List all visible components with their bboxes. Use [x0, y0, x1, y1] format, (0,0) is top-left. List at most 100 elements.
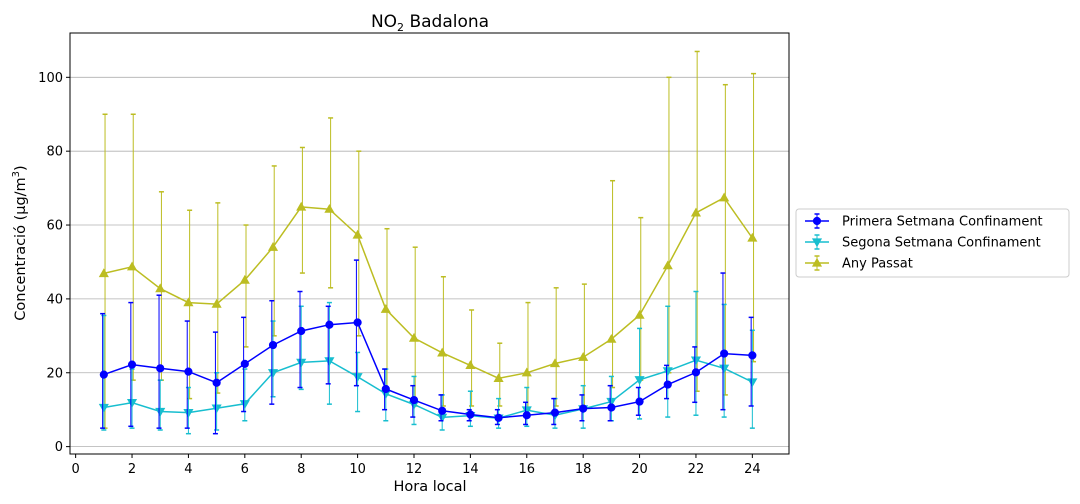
- data-point: [437, 347, 448, 357]
- x-tick-label: 8: [297, 462, 305, 477]
- legend-item: Segona Setmana Confinament: [805, 234, 1041, 251]
- y-axis-label-superscript: 3: [11, 171, 22, 177]
- x-tick-label: 14: [462, 462, 479, 477]
- data-point: [127, 360, 137, 369]
- data-point: [380, 304, 391, 313]
- chart-title: NO2 Badalona: [371, 12, 489, 34]
- y-tick-label: 0: [55, 440, 63, 455]
- data-point: [719, 192, 730, 202]
- data-point: [267, 369, 279, 378]
- data-point: [325, 320, 334, 329]
- data-point: [239, 400, 250, 409]
- x-tick-label: 10: [349, 462, 366, 477]
- data-point: [494, 413, 503, 422]
- x-tick-label: 20: [631, 462, 648, 477]
- data-point: [297, 326, 306, 336]
- series-primera-setmana-confinament: [99, 259, 757, 435]
- data-point: [662, 367, 673, 377]
- data-point: [578, 352, 589, 361]
- data-point: [607, 403, 616, 412]
- grid-lines: [70, 76, 789, 448]
- legend-label: Any Passat: [842, 257, 913, 272]
- plot-frame: [69, 32, 790, 455]
- data-point: [465, 360, 476, 370]
- data-point: [438, 406, 447, 415]
- series-layer: [98, 50, 758, 435]
- y-axis-label-main: Concentració (μg/m: [13, 177, 29, 320]
- data-point: [352, 229, 363, 239]
- chart-title-subscript: 2: [397, 21, 404, 34]
- legend-label: Segona Setmana Confinament: [842, 236, 1041, 251]
- legend-marker: [812, 216, 822, 226]
- legend: Primera Setmana Confinament Segona Setman…: [795, 208, 1070, 278]
- data-point: [521, 367, 532, 377]
- data-point: [156, 364, 165, 373]
- data-point: [409, 395, 419, 405]
- data-point: [635, 397, 644, 406]
- legend-item: Any Passat: [805, 255, 913, 272]
- data-point: [606, 333, 617, 343]
- data-point: [183, 408, 194, 418]
- data-point: [211, 404, 222, 414]
- data-point: [240, 359, 249, 368]
- data-point: [663, 380, 672, 389]
- data-point: [662, 260, 673, 270]
- data-point: [522, 411, 531, 420]
- data-point: [634, 309, 645, 319]
- data-point: [634, 376, 645, 385]
- x-tick-label: 18: [575, 462, 592, 477]
- data-point: [549, 358, 561, 368]
- series-line: [103, 359, 753, 419]
- data-point: [296, 201, 307, 211]
- y-tick-label: 60: [46, 219, 63, 234]
- x-tick-label: 12: [406, 462, 423, 477]
- y-tick-label: 80: [46, 145, 63, 160]
- data-point: [98, 403, 109, 413]
- data-point: [466, 410, 475, 419]
- data-point: [296, 358, 307, 368]
- data-point: [353, 318, 362, 327]
- data-point: [719, 364, 730, 374]
- data-point: [691, 368, 701, 377]
- legend-marker: [811, 257, 823, 267]
- data-point: [212, 378, 221, 387]
- y-tick-label: 20: [46, 366, 63, 381]
- y-tick-label: 40: [46, 292, 63, 307]
- data-point: [155, 407, 166, 417]
- x-axis-label: Hora local: [393, 479, 466, 495]
- data-point: [126, 399, 138, 408]
- y-axis-label: Concentració (μg/m3): [11, 165, 29, 320]
- legend-marker: [811, 238, 823, 248]
- legend-frame: [795, 208, 1070, 278]
- x-tick-label: 22: [688, 462, 705, 477]
- data-point: [211, 298, 222, 308]
- data-point: [747, 232, 758, 242]
- data-point: [381, 384, 390, 394]
- data-point: [720, 349, 729, 358]
- chart-title-rest: Badalona: [404, 12, 489, 32]
- data-point: [126, 261, 138, 271]
- data-point: [606, 397, 617, 407]
- data-point: [690, 207, 702, 217]
- data-point: [352, 373, 363, 383]
- series-line: [103, 321, 753, 419]
- y-tick-label: 100: [38, 71, 63, 86]
- y-axis-label-end: ): [13, 165, 29, 171]
- x-tick-label: 16: [519, 462, 536, 477]
- series-line: [103, 196, 753, 380]
- data-point: [521, 406, 532, 416]
- x-tick-label: 2: [128, 462, 136, 477]
- data-point: [747, 378, 758, 388]
- chart-title-main: NO: [371, 12, 397, 32]
- x-tick-label: 4: [184, 462, 192, 477]
- data-point: [155, 283, 166, 293]
- data-point: [690, 356, 702, 366]
- x-tick-label: 6: [241, 462, 249, 477]
- series-any-passat: [98, 50, 758, 429]
- data-point: [493, 373, 504, 382]
- data-point: [748, 351, 757, 360]
- data-point: [98, 268, 109, 278]
- data-point: [408, 332, 420, 342]
